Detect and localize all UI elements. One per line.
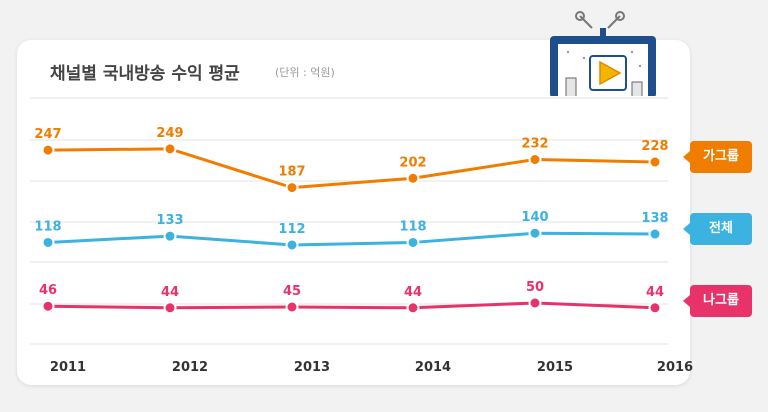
data-label: 44 <box>646 285 664 300</box>
data-label: 44 <box>161 285 179 300</box>
legend-tag-가그룹: 가그룹 <box>683 141 752 173</box>
data-point <box>41 299 55 313</box>
data-point <box>163 142 177 156</box>
data-point <box>648 227 662 241</box>
data-label: 249 <box>156 126 183 141</box>
x-tick-label: 2016 <box>657 360 693 375</box>
data-point <box>648 301 662 315</box>
tv-broadcast-icon <box>550 11 656 96</box>
unit-note: (단위 : 억원) <box>275 66 335 79</box>
series-line <box>47 231 656 247</box>
data-label: 232 <box>521 137 548 152</box>
data-point <box>528 296 542 310</box>
data-label: 228 <box>641 139 668 154</box>
data-point <box>406 171 420 185</box>
data-label: 140 <box>521 210 548 225</box>
x-tick-label: 2015 <box>537 360 573 375</box>
data-label: 187 <box>278 165 305 180</box>
series-line <box>47 147 656 190</box>
x-tick-label: 2014 <box>415 360 451 375</box>
legend-tag-나그룹: 나그룹 <box>683 285 752 317</box>
data-point <box>406 235 420 249</box>
data-point <box>41 143 55 157</box>
data-label: 46 <box>39 283 57 298</box>
data-label: 118 <box>34 219 61 234</box>
data-point <box>163 229 177 243</box>
series-전체: 118 133 112 118 140 138 <box>34 210 669 252</box>
data-point <box>528 226 542 240</box>
data-point <box>163 301 177 315</box>
data-point <box>285 300 299 314</box>
data-point <box>285 238 299 252</box>
series-나그룹: 46 44 45 44 50 44 <box>39 280 664 315</box>
data-label: 138 <box>641 211 668 226</box>
chart-title: 채널별 국내방송 수익 평균 <box>50 64 240 84</box>
data-point <box>648 155 662 169</box>
data-label: 44 <box>404 285 422 300</box>
x-tick-label: 2013 <box>294 360 330 375</box>
data-point <box>528 153 542 166</box>
series-line <box>47 301 656 310</box>
legend-tag-전체: 전체 <box>683 213 752 245</box>
data-label: 202 <box>399 155 426 170</box>
x-tick-label: 2012 <box>172 360 208 375</box>
series-가그룹: 247 249 187 202 232 228 <box>34 126 669 195</box>
data-label: 112 <box>278 222 305 237</box>
data-point <box>406 301 420 315</box>
data-label: 45 <box>283 284 301 299</box>
data-label: 247 <box>34 127 61 142</box>
data-label: 133 <box>156 213 183 228</box>
x-tick-label: 2011 <box>50 360 86 375</box>
data-label: 118 <box>399 219 426 234</box>
data-label: 50 <box>526 280 544 295</box>
data-point <box>41 235 55 249</box>
data-point <box>285 181 299 195</box>
